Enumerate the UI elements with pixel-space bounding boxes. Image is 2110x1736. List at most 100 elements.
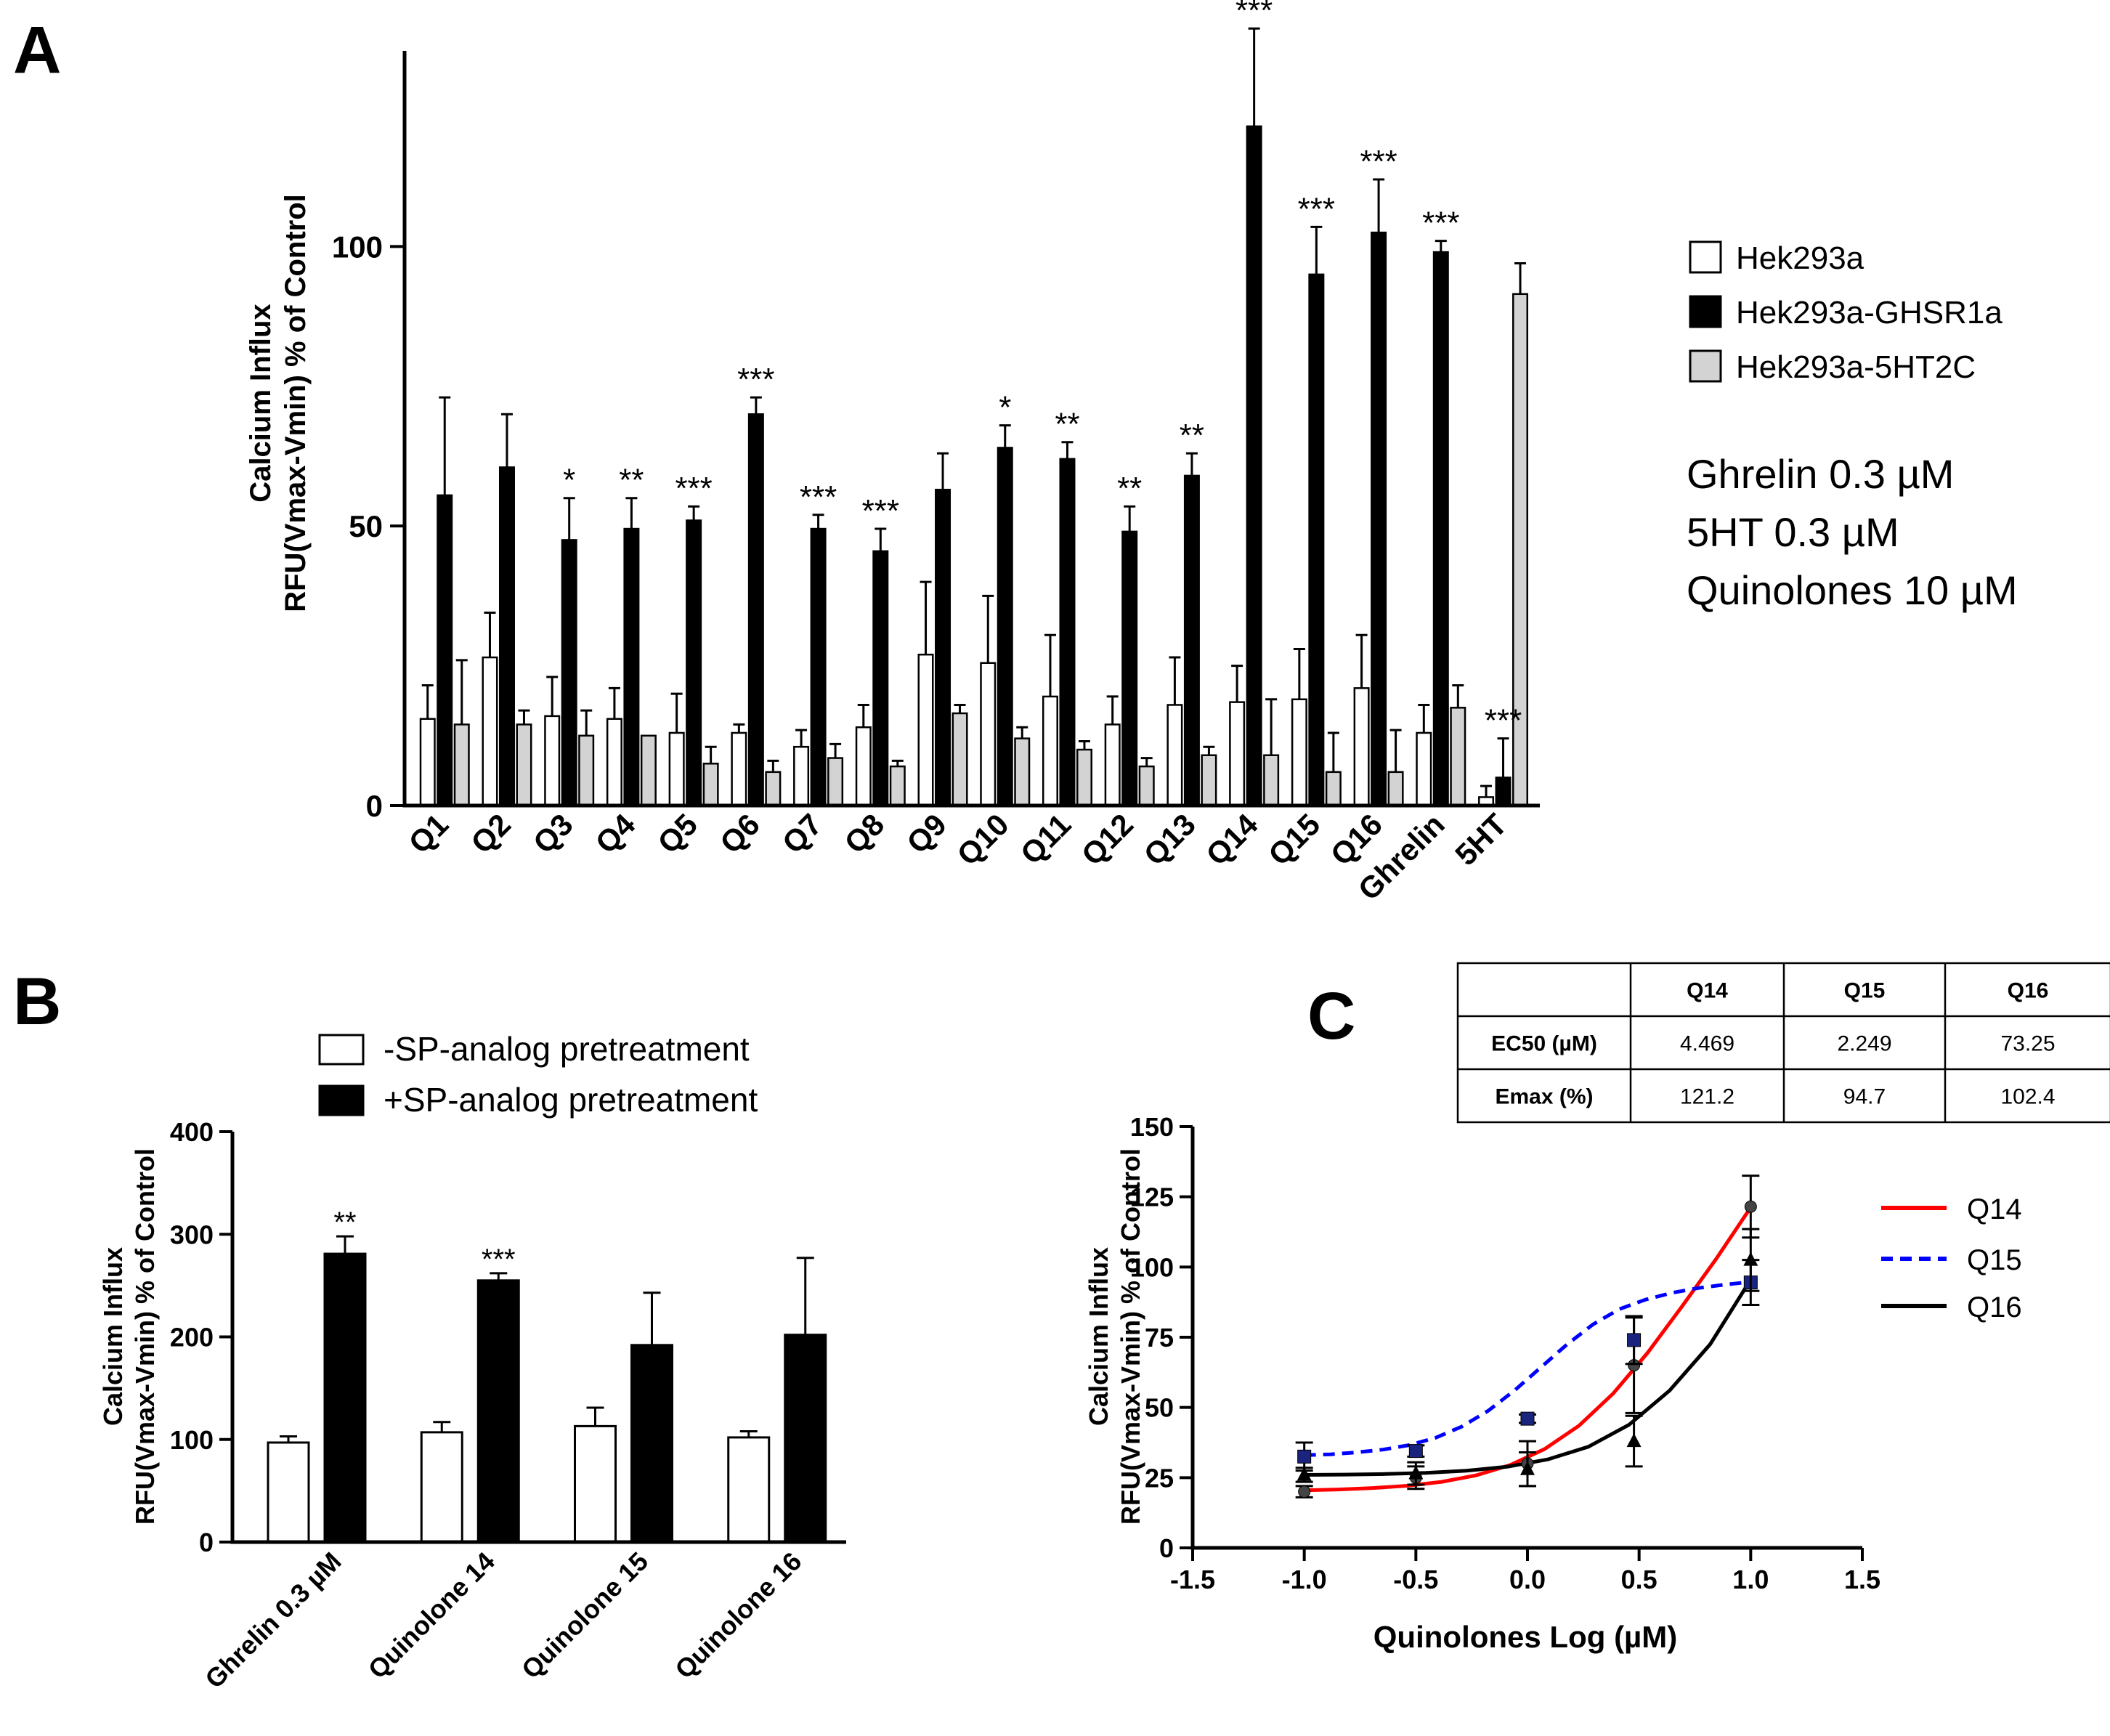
- panel-a-significance-mark: ***: [737, 362, 774, 397]
- panel-a-significance-mark: **: [1055, 407, 1079, 442]
- panel-a-bar-hek293a-5ht2c-q14: [1263, 754, 1280, 807]
- panel-c-y-tick-label: 0: [1159, 1533, 1174, 1563]
- panel-a-bar-hek293a-ghsr1a-q3: [561, 539, 577, 807]
- panel-b-category-label: Ghrelin 0.3 µM: [199, 1546, 347, 1695]
- panel-b-bar-sp-analog-pretreatment-ghrelin-0-3-m: [323, 1252, 367, 1544]
- legend-swatch-hek293a: [1689, 240, 1722, 274]
- legend-label-hek293a: Hek293a: [1736, 240, 1864, 276]
- panel-a-category-label: Q8: [837, 807, 890, 860]
- panel-c-table-cell: Q16: [2008, 979, 2049, 1003]
- panel-a-bar-hek293a-q6: [731, 731, 747, 807]
- panel-a-bar-hek293a-ghsr1a-q13: [1183, 474, 1200, 807]
- panel-a-significance-mark: ***: [1235, 0, 1273, 28]
- panel-a-bar-hek293a-5ht2c-q8: [889, 765, 906, 807]
- panel-a-bar-hek293a-ghsr1a-q16: [1371, 231, 1387, 807]
- panel-a-bar-hek293a-ghsr1a-q9: [935, 488, 951, 807]
- panel-a-significance-mark: **: [1180, 418, 1204, 453]
- panel-a-significance-mark: **: [1117, 471, 1142, 506]
- panel-a-category-label: Q1: [402, 807, 455, 860]
- panel-a-bar-hek293a-q5: [668, 731, 685, 807]
- panel-a-bar-hek293a-ghsr1a-q2: [498, 466, 515, 807]
- panel-b-letter: B: [13, 965, 61, 1039]
- panel-a-bar-hek293a-5ht2c-q10: [1014, 737, 1031, 807]
- panel-c-x-tick-label: -1.5: [1170, 1565, 1215, 1594]
- legend-label-plus-sp: +SP-analog pretreatment: [384, 1081, 758, 1119]
- panel-a-bar-hek293a-q2: [482, 656, 498, 807]
- panel-c-point-q15: [1627, 1333, 1642, 1347]
- panel-a-bar-hek293a-ghsr1a-q15: [1308, 273, 1325, 807]
- panel-c-point-q16: [1626, 1433, 1642, 1448]
- panel-c-x-tick-label: 0.5: [1621, 1565, 1657, 1594]
- panel-a-y-axis-label: Calcium Influx RFU(Vmax-Vmin) % of Contro…: [245, 194, 312, 612]
- panel-b-y-tick-label: 200: [170, 1323, 214, 1352]
- panel-b-category-label: Quinolone 14: [362, 1546, 500, 1684]
- panel-a-significance-mark: **: [619, 463, 644, 498]
- panel-c-point-q15: [1408, 1444, 1423, 1459]
- panel-c-table-cell: EC50 (µM): [1491, 1032, 1597, 1056]
- panel-a-y-tick-label: 100: [332, 230, 383, 264]
- panel-c-point-q14: [1298, 1485, 1311, 1498]
- panel-a-bar-hek293a-5ht2c-q3: [578, 734, 595, 807]
- panel-b-significance: *****: [333, 1206, 515, 1275]
- legend-swatch-minus-sp: [318, 1034, 365, 1066]
- panel-a-bar-hek293a-ghrelin: [1416, 731, 1432, 807]
- panel-c-y-tick-label: 100: [1130, 1252, 1174, 1282]
- panel-a-bar-hek293a-ghsr1a-q1: [437, 494, 453, 807]
- panel-a-significance-mark: *: [563, 463, 575, 498]
- panel-a-bar-hek293a-ghsr1a-q8: [872, 550, 889, 807]
- panel-a-bar-hek293a-5ht2c-q6: [765, 771, 782, 807]
- panel-c-points: [1295, 1175, 1760, 1498]
- panel-c-x-ticks: -1.5 -1.0 -0.5 0.0 0.5 1.0 1.5: [1170, 1548, 1880, 1594]
- panel-c-table-cell: 94.7: [1843, 1085, 1886, 1109]
- panel-a-category-label: Q7: [776, 807, 829, 860]
- panel-a-bar-hek293a-5ht2c-q9: [951, 712, 968, 807]
- panel-a-y-ticks: 0 50 100: [332, 230, 405, 823]
- panel-a-bar-hek293a-ghsr1a-q14: [1246, 125, 1262, 807]
- panel-c-y-tick-label: 150: [1130, 1112, 1174, 1142]
- panel-c-x-tick-label: -1.0: [1282, 1565, 1327, 1594]
- legend-label-ghsr1a: Hek293a-GHSR1a: [1736, 295, 2003, 330]
- panel-a-bar-hek293a-ghsr1a-q11: [1059, 458, 1076, 807]
- panel-c-table-cell: Q15: [1844, 979, 1886, 1003]
- panel-a-legend: Hek293a Hek293a-GHSR1a Hek293a-5HT2C: [1689, 240, 2003, 385]
- panel-a-axes: [402, 51, 1540, 808]
- panel-a-bar-hek293a-ghsr1a-5ht: [1495, 776, 1512, 807]
- panel-c-point-q14: [1744, 1200, 1757, 1213]
- panel-c-x-tick-label: 1.0: [1732, 1565, 1769, 1594]
- panel-c-legend: Q14 Q15 Q16: [1881, 1193, 2022, 1323]
- panel-b-bars: [267, 1252, 827, 1544]
- panel-c-x-tick-label: -0.5: [1393, 1565, 1438, 1594]
- panel-a-significance-mark: ***: [1422, 206, 1459, 241]
- panel-c-table-cell: 2.249: [1837, 1032, 1891, 1056]
- panel-b-bar-sp-analog-pretreatment-quinolone-16: [784, 1334, 827, 1544]
- panel-a-significance-mark: ***: [862, 493, 899, 529]
- panel-a-bar-hek293a-q13: [1166, 704, 1183, 807]
- panel-c-table-cell: 121.2: [1680, 1085, 1734, 1109]
- panel-a-category-label: Q3: [527, 807, 580, 860]
- legend-swatch-plus-sp: [318, 1084, 365, 1116]
- panel-b-bar-sp-analog-pretreatment-quinolone-14: [476, 1279, 520, 1544]
- panel-a-category-label: Q4: [589, 807, 642, 860]
- panel-b-bar-sp-analog-pretreatment-quinolone-16: [727, 1436, 771, 1544]
- panel-a-bar-hek293a-q1: [419, 718, 436, 807]
- panel-a-bar-hek293a-q12: [1104, 723, 1121, 807]
- panel-a-bar-hek293a-5ht2c-ghrelin: [1450, 707, 1466, 807]
- panel-b-significance-mark: ***: [482, 1244, 516, 1275]
- panel-c-point-q16: [1297, 1467, 1312, 1481]
- panel-c-table-cell: Emax (%): [1495, 1085, 1593, 1109]
- panel-a-y-label-line: Calcium Influx: [245, 304, 277, 502]
- panel-a-category-label: Q9: [900, 807, 953, 860]
- panel-b-category-label: Quinolone 15: [516, 1546, 654, 1684]
- panel-c-y-tick-label: 75: [1145, 1323, 1174, 1352]
- panel-a-category-label: Q11: [1014, 807, 1078, 871]
- panel-a-significance-mark: ***: [1298, 191, 1335, 227]
- panel-b-y-tick-label: 100: [170, 1425, 214, 1455]
- panel-c-x-tick-label: 0.0: [1509, 1565, 1546, 1594]
- panel-c-x-tick-label: 1.5: [1844, 1565, 1880, 1594]
- panel-b-y-label-line: RFU(Vmax-Vmin) % of Control: [130, 1148, 160, 1525]
- panel-c-point-q16: [1743, 1252, 1758, 1266]
- panel-a-category-label: Q6: [713, 807, 766, 860]
- panel-c-point-q15: [1297, 1449, 1312, 1464]
- conc-note-5ht: 5HT 0.3 µM: [1687, 509, 1899, 555]
- panel-a-significance-mark: ***: [675, 471, 712, 506]
